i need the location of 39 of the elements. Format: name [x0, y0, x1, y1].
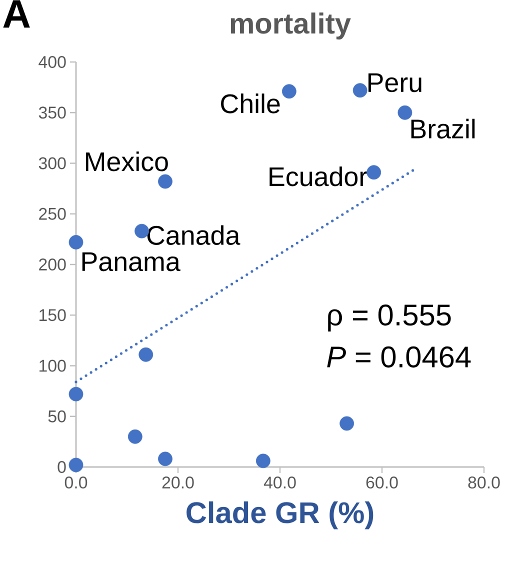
annotation: ρ = 0.555 — [328, 304, 451, 332]
x-tick-label: 0.0 — [64, 476, 88, 489]
point — [366, 165, 382, 180]
x-tick-label: 40.0 — [264, 476, 296, 489]
y-tick-label: 350 — [38, 106, 66, 119]
point — [282, 84, 296, 99]
point — [128, 429, 142, 444]
point — [340, 416, 354, 431]
annotation: Peru — [368, 73, 422, 92]
y-tick-label: 100 — [40, 360, 66, 372]
annotation: Chile — [221, 94, 280, 114]
point — [352, 83, 368, 98]
y-tick-label: 150 — [40, 309, 66, 322]
annotation: Mexico — [86, 152, 168, 172]
y-tick-label: 250 — [39, 208, 66, 220]
text: A — [3, 0, 30, 28]
point — [68, 235, 84, 250]
point — [256, 454, 270, 468]
y-tick-label: 300 — [38, 157, 66, 170]
annotation: Brazil — [411, 118, 475, 139]
point — [398, 105, 412, 120]
y-tick-label: 0 — [58, 461, 66, 473]
point — [138, 347, 154, 362]
x-tick-label: 20.0 — [162, 476, 194, 489]
x-tick-label: 80.0 — [468, 476, 500, 489]
chart-title: mortality — [230, 12, 351, 40]
annotation: Canada — [147, 225, 240, 245]
annotation: Ecuador — [270, 166, 368, 186]
point — [158, 174, 172, 189]
y-tick-label: 400 — [38, 56, 66, 68]
y-tick-label: 50 — [48, 410, 66, 422]
point — [68, 458, 84, 472]
y-tick-label: 200 — [39, 258, 66, 270]
point — [158, 452, 172, 466]
point — [68, 386, 84, 402]
annotation: Panama — [82, 252, 180, 272]
annotation: P = 0.0464 — [327, 346, 471, 368]
x-axis-title: Clade GR (%) — [186, 501, 374, 530]
x-tick-label: 60.0 — [366, 476, 398, 489]
